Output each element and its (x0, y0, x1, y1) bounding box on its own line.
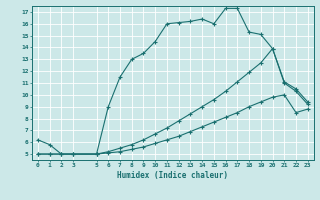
X-axis label: Humidex (Indice chaleur): Humidex (Indice chaleur) (117, 171, 228, 180)
